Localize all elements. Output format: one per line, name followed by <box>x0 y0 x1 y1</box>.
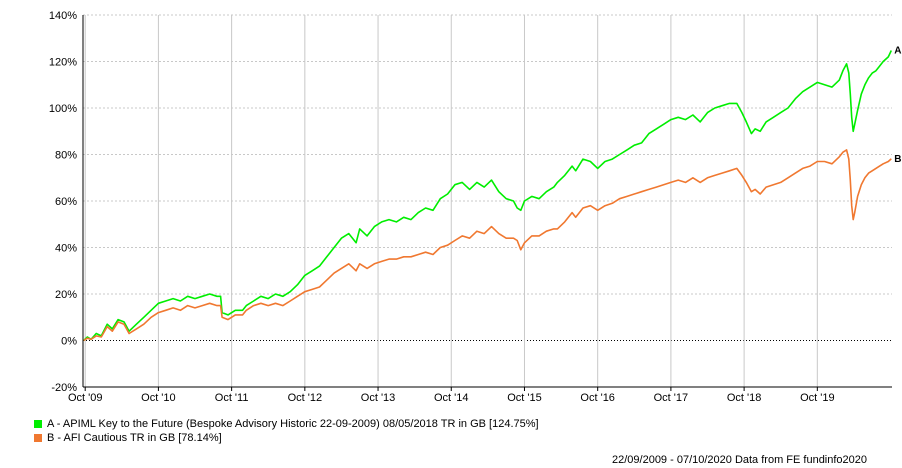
x-tick-label: Oct '16 <box>580 392 615 404</box>
x-tick-label: Oct '12 <box>288 392 323 404</box>
series-line-a <box>83 50 893 342</box>
label-layer: 140% 120% 100% 80% 60% 40% 20% 0% -20%Oct '09 Oct… <box>49 10 902 404</box>
y-tick-label: 80% <box>55 150 77 162</box>
y-tick-label: 120% <box>49 57 77 69</box>
x-tick-label: Oct '18 <box>727 392 762 404</box>
x-tick-label: Oct '19 <box>800 392 835 404</box>
series-layer <box>83 50 893 342</box>
legend: A - APIML Key to the Future (Bespoke Adv… <box>34 417 539 445</box>
x-tick-label: Oct '11 <box>215 392 249 404</box>
series-end-label-b: B <box>894 154 901 165</box>
y-tick-label: -20% <box>51 382 77 394</box>
y-tick-label: 40% <box>55 243 77 255</box>
grid-layer <box>82 14 892 391</box>
y-tick-label: 0% <box>61 336 77 348</box>
legend-swatch-a <box>34 420 42 428</box>
legend-item-a: A - APIML Key to the Future (Bespoke Adv… <box>34 417 539 431</box>
y-tick-label: 20% <box>55 289 77 301</box>
legend-label-a: A - APIML Key to the Future (Bespoke Adv… <box>47 418 539 430</box>
x-tick-label: Oct '10 <box>141 392 176 404</box>
x-tick-label: Oct '09 <box>68 392 103 404</box>
y-tick-label: 140% <box>49 10 77 22</box>
y-tick-label: 60% <box>55 196 77 208</box>
data-source-footer: 22/09/2009 - 07/10/2020 Data from FE fun… <box>612 454 868 466</box>
x-tick-label: Oct '14 <box>434 392 469 404</box>
series-end-label-a: A <box>894 45 901 56</box>
legend-label-b: B - AFI Cautious TR in GB [78.14%] <box>47 432 222 444</box>
legend-item-b: B - AFI Cautious TR in GB [78.14%] <box>34 431 539 445</box>
x-tick-label: Oct '17 <box>654 392 689 404</box>
performance-chart: 140% 120% 100% 80% 60% 40% 20% 0% -20%Oct '09 Oct… <box>49 10 902 404</box>
series-line-b <box>83 149 892 342</box>
y-tick-label: 100% <box>49 103 77 115</box>
legend-swatch-b <box>34 434 42 442</box>
x-tick-label: Oct '13 <box>361 392 396 404</box>
x-tick-label: Oct '15 <box>507 392 542 404</box>
